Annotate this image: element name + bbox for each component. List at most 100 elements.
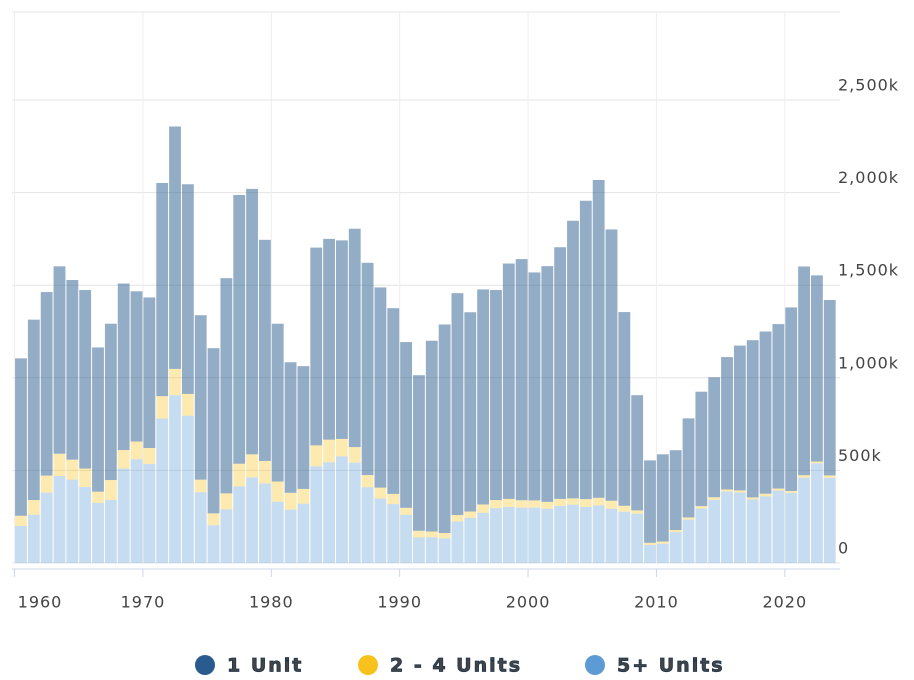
bar-segment (15, 525, 27, 563)
bar-segment (271, 501, 284, 563)
bar-segment (721, 357, 733, 490)
bar-segment (246, 454, 258, 478)
bar-segment (669, 530, 682, 533)
bar-segment (823, 477, 836, 563)
bar-segment (579, 499, 592, 507)
bar-segment (618, 312, 631, 506)
legend-label: 1 Unit (227, 655, 303, 677)
bar-segment (40, 475, 53, 493)
bar-segment (772, 324, 785, 489)
bar-segment (785, 307, 798, 491)
bar-segment (579, 200, 592, 500)
bar-segment (310, 466, 323, 563)
bar-segment (361, 487, 374, 563)
bar-segment (220, 278, 233, 494)
bar-segment (284, 509, 297, 563)
bar-segment (53, 475, 66, 563)
legend-swatch (358, 655, 378, 675)
bar-segment (438, 324, 451, 533)
bar-segment (772, 488, 785, 491)
bar-segment (104, 480, 117, 501)
bar-segment (374, 287, 387, 488)
bar-segment (810, 463, 823, 563)
bar-segment (477, 504, 490, 513)
y-tick-label: 500k (838, 446, 882, 465)
x-tick-label: 1980 (249, 593, 294, 612)
x-tick-label: 2020 (762, 593, 807, 612)
bar-segment (66, 280, 79, 460)
bar-segment (682, 519, 695, 563)
bar-segment (53, 266, 66, 454)
y-tick-label: 1,000k (838, 353, 899, 372)
y-tick-label: 1,500k (838, 261, 899, 280)
bar-segment (233, 195, 246, 464)
bar-segment (130, 459, 143, 563)
bar-segment (592, 497, 605, 506)
bar-segment (746, 497, 759, 500)
bar-segment (823, 475, 836, 478)
bar-segment (605, 508, 618, 563)
bar-segment (27, 319, 40, 501)
bar-segment (156, 182, 169, 397)
bar-segment (759, 493, 772, 497)
bar-segment (413, 530, 425, 538)
bar-segment (207, 513, 220, 526)
bar-segment (554, 247, 567, 499)
bar-segment (246, 188, 258, 455)
bar-segment (207, 525, 220, 563)
bar-segment (66, 459, 79, 480)
bar-segment (387, 504, 400, 563)
bar-segment (92, 502, 104, 563)
bar-segment (400, 342, 413, 508)
bar-segment (387, 493, 400, 505)
bar-segment (169, 395, 181, 563)
bar-segment (361, 262, 374, 476)
bar-segment (40, 292, 53, 476)
bar-segment (413, 537, 425, 563)
bar-segment (323, 462, 335, 563)
bar-segment (220, 493, 233, 510)
bar-segment (53, 453, 66, 476)
bar-segment (567, 504, 579, 563)
bar-segment (656, 543, 669, 563)
bar-segment (130, 441, 143, 460)
bar-segment (130, 291, 143, 442)
bar-segment (695, 506, 708, 509)
y-tick-label: 0 (838, 539, 849, 558)
bar-segment (631, 510, 644, 514)
x-tick-label: 1970 (121, 593, 166, 612)
bar-segment (156, 396, 169, 419)
bar-segment (246, 477, 258, 563)
bar-segment (631, 513, 644, 563)
bar-segment (117, 468, 130, 563)
bar-segment (194, 315, 207, 480)
bar-segment (464, 312, 477, 512)
bar-segment (181, 415, 194, 563)
bar-segment (618, 505, 631, 512)
bar-segment (413, 375, 425, 531)
bar-segment (528, 507, 541, 563)
bar-segment (631, 395, 644, 511)
legend-swatch (585, 655, 605, 675)
bar-segment (271, 481, 284, 502)
legend-label: 5+ Units (617, 655, 725, 677)
bar-segment (708, 497, 721, 500)
bar-segment (656, 541, 669, 544)
bar-segment (644, 460, 656, 543)
x-tick-label: 2010 (634, 593, 679, 612)
bar-segment (785, 490, 798, 493)
bar-segment (656, 454, 669, 542)
bar-segment (169, 126, 181, 369)
bar-segment (490, 508, 502, 563)
bar-segment (682, 517, 695, 520)
bar-segment (387, 308, 400, 494)
x-tick-label: 1960 (18, 593, 63, 612)
bar-segment (464, 517, 477, 563)
bar-segment (258, 460, 271, 484)
bar-segment (605, 229, 618, 501)
bar-segment (515, 507, 528, 563)
x-tick-label: 1990 (377, 593, 422, 612)
bar-segment (348, 447, 361, 463)
y-tick-label: 2,500k (838, 76, 899, 95)
